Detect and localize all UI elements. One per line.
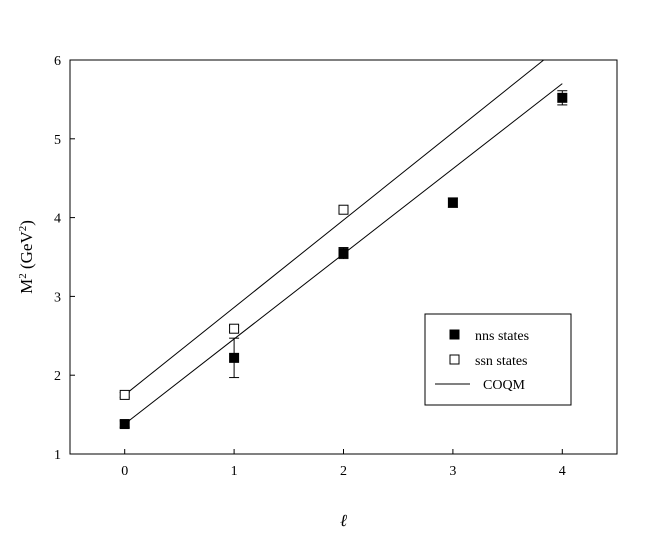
legend-box [424,313,572,406]
y-axis-title-end: ) [17,220,36,226]
x-tick-label: 1 [231,464,238,479]
ssn-point [229,323,240,334]
y-tick-label: 5 [54,133,61,148]
legend-label-coqm: COQM [483,378,526,393]
y-tick-label: 6 [54,54,61,69]
y-axis-title: M2 (GeV2) [17,220,36,294]
y-axis-title-sup1: 2 [17,273,29,279]
x-tick-label: 4 [559,464,566,479]
legend-symbol-nns [449,329,460,340]
ssn-point [119,389,130,400]
ssn-point [338,204,349,215]
x-tick-label: 3 [449,464,456,479]
nns-point [338,248,349,259]
coqm-line-1 [124,59,545,396]
y-axis-title-mid: (GeV [17,231,36,274]
legend: nns states ssn states COQM [424,313,572,406]
plot-content [119,59,568,430]
legend-label-ssn: ssn states [475,354,528,369]
x-tick-label: 0 [121,464,128,479]
axis-ticks: 0 1 2 3 4 1 2 3 4 5 6 [54,54,566,479]
nns-point [557,92,568,103]
y-tick-label: 1 [54,448,61,463]
legend-label-nns: nns states [475,329,529,344]
nns-point [119,419,130,430]
legend-symbol-ssn [449,354,460,365]
y-tick-label: 2 [54,369,61,384]
y-axis-title-sup2: 2 [17,226,29,232]
x-axis-title: ℓ [340,511,347,530]
y-tick-label: 3 [54,290,61,305]
x-tick-label: 2 [340,464,347,479]
y-tick-label: 4 [54,212,61,227]
nns-point [229,352,240,363]
y-axis-title-base: M [17,279,36,294]
nns-point [447,197,458,208]
